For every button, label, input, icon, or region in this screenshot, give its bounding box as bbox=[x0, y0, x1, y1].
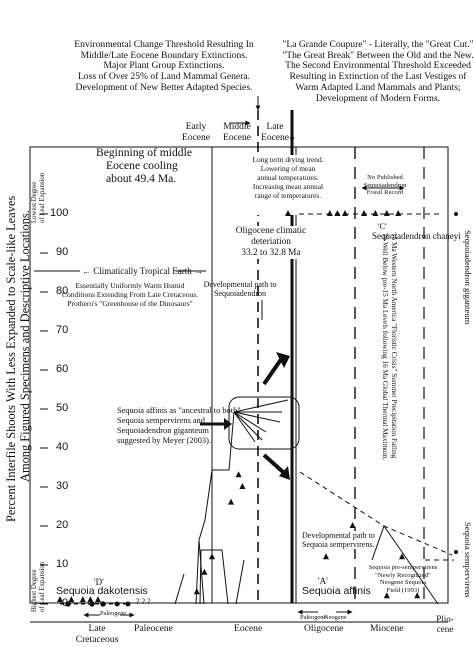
right-note-line-2: "The Great Break" Between the Old and th… bbox=[282, 49, 474, 61]
dev-sequoiadendron-note: Developmental path to Sequoiadendron bbox=[203, 280, 277, 299]
right-note-line-4: Resulting in Extinction of the Last Vest… bbox=[289, 71, 467, 83]
x-label-pliocene: Plio-cene bbox=[436, 614, 454, 635]
series-2-point-3 bbox=[342, 210, 348, 216]
cooling-note: Beginning of middle Eocene cooling about… bbox=[96, 146, 192, 186]
series-2-point-5 bbox=[372, 210, 379, 216]
y-tick-90: 90 bbox=[56, 246, 69, 258]
epoch-late-eocene: Late Eocene bbox=[261, 122, 289, 143]
series-1-point-1 bbox=[201, 568, 208, 575]
y-tick-70: 70 bbox=[56, 324, 69, 336]
series-2-point-0 bbox=[285, 210, 291, 216]
right-note-line-6: Development of Modern Forms. bbox=[315, 92, 441, 104]
left-note-line-1: Environmental Change Threshold Resulting… bbox=[74, 39, 254, 50]
series-2-point-7 bbox=[395, 210, 402, 216]
chaneyi-label: Sequoiadendron chaneyi bbox=[372, 231, 461, 241]
series-1-point-5 bbox=[239, 483, 246, 489]
series-3-point-0 bbox=[323, 553, 329, 560]
left-note: Environmental Change Threshold Resulting… bbox=[66, 39, 262, 94]
giganteum-markers bbox=[454, 212, 458, 554]
label-a: 'A' bbox=[318, 576, 328, 586]
plot-frame bbox=[29, 146, 449, 604]
affinis-label: Sequoia affinis bbox=[302, 585, 371, 597]
right-note-line-1: "La Grande Coupure" - Literally, the "Gr… bbox=[282, 39, 474, 50]
series-2-point-6 bbox=[383, 210, 390, 216]
ancestral-note: Sequoia affinis as "ancestral to both" Se… bbox=[117, 406, 241, 446]
x-label-late-cretaceous: Late Cretaceous bbox=[75, 623, 119, 645]
left-note-line-2: Middle/Late Eocene Boundary Extinctions. bbox=[80, 49, 248, 61]
series-3-point-3 bbox=[399, 553, 405, 560]
dakotensis-label: Sequoia dakotensis bbox=[56, 585, 148, 597]
series-3-point-2 bbox=[383, 592, 390, 599]
epoch-early-eocene: Early Eocene bbox=[182, 122, 210, 143]
series-1-point-4 bbox=[235, 471, 242, 478]
x-label-eocene: Eocene bbox=[234, 623, 263, 634]
y-tick-0: 0 bbox=[62, 597, 69, 609]
left-note-line-3: Major Plant Group Extinctions. bbox=[103, 60, 225, 72]
y-tick-marks bbox=[40, 213, 48, 605]
right-note-line-5: Warm Adapted Land Mammals and Plants; bbox=[295, 81, 461, 93]
series-0-point-2 bbox=[79, 596, 86, 603]
label-c: 'C' bbox=[378, 221, 387, 231]
label-d: 'D' bbox=[94, 577, 104, 587]
y-tick-60: 60 bbox=[56, 363, 69, 375]
series-0-point-0 bbox=[57, 596, 63, 603]
dakotensis-series bbox=[60, 601, 131, 607]
series-3-point-1 bbox=[349, 522, 356, 528]
y-tick-20: 20 bbox=[56, 519, 69, 531]
series-1-point-0 bbox=[193, 588, 200, 595]
arrow-to-sempervirens-head bbox=[279, 466, 290, 480]
series-2-point-1 bbox=[326, 210, 333, 216]
dev-sempervirens-note: Developmental path to Sequoia semperviren… bbox=[302, 531, 375, 550]
series-3-point-4 bbox=[414, 592, 421, 599]
question-marks: ? ? ? bbox=[136, 597, 151, 606]
left-note-line-5: Development of New Better Adapted Specie… bbox=[75, 81, 253, 93]
x-label-miocene: Miocene bbox=[370, 623, 404, 634]
y-tick-10: 10 bbox=[56, 558, 69, 570]
ancestral-arrow-head bbox=[224, 418, 232, 430]
x-label-oligocene: Oligocene bbox=[304, 623, 344, 634]
arrow-to-sequoiadendron-head bbox=[276, 352, 290, 368]
series-1-point-2 bbox=[209, 553, 215, 560]
y-tick-80: 80 bbox=[56, 285, 69, 297]
y-tick-40: 40 bbox=[56, 441, 69, 453]
x-label-paleocene: Paleocene bbox=[134, 623, 173, 634]
x-label-paleogene-1: Paleogene bbox=[100, 610, 127, 617]
affinis-branch bbox=[174, 399, 289, 605]
series-0-point-4 bbox=[95, 596, 101, 603]
series-1-point-3 bbox=[228, 498, 234, 505]
y-tick-100: 100 bbox=[50, 207, 69, 219]
pre-sempervirens-note: Sequoia pre-sempervirens "Newly Recognize… bbox=[368, 564, 438, 594]
left-note-line-4: Loss of Over 25% of Land Mammal Genera. bbox=[77, 71, 251, 83]
y-tick-50: 50 bbox=[56, 402, 69, 414]
x-label-neogene: Neogene bbox=[324, 614, 347, 621]
y-tick-30: 30 bbox=[56, 480, 69, 492]
series-2-point-4 bbox=[361, 210, 367, 216]
arrow-to-sequoiadendron bbox=[262, 356, 284, 386]
right-note: "La Grande Coupure" - Literally, the "Gr… bbox=[282, 39, 474, 104]
x-label-paleogene-2: Paleogene bbox=[300, 614, 327, 621]
drying-box bbox=[238, 155, 338, 215]
arrow-to-sempervirens bbox=[262, 453, 285, 474]
warm-note: Essentially Uniformly Warm Humid Conditio… bbox=[61, 281, 199, 308]
no-record-note: No Published Sequoiadendron Fossil Record bbox=[363, 174, 407, 197]
right-note-line-3: The Second Environmental Threshold Excee… bbox=[285, 60, 471, 72]
series-0-point-3 bbox=[87, 596, 94, 603]
series-2-point-2 bbox=[334, 210, 341, 216]
oligocene-note: Oligocene climatic deteriation 33.2 to 32.… bbox=[226, 226, 316, 260]
epoch-middle-eocene: Middle Eocene bbox=[223, 122, 251, 143]
tropical-label: ← Climatically Tropical Earth → bbox=[82, 266, 203, 276]
drying-note: Long term drying trend. Lowering of mean … bbox=[252, 155, 324, 200]
sempervirens-series bbox=[299, 471, 454, 605]
series-0-point-1 bbox=[68, 596, 75, 603]
